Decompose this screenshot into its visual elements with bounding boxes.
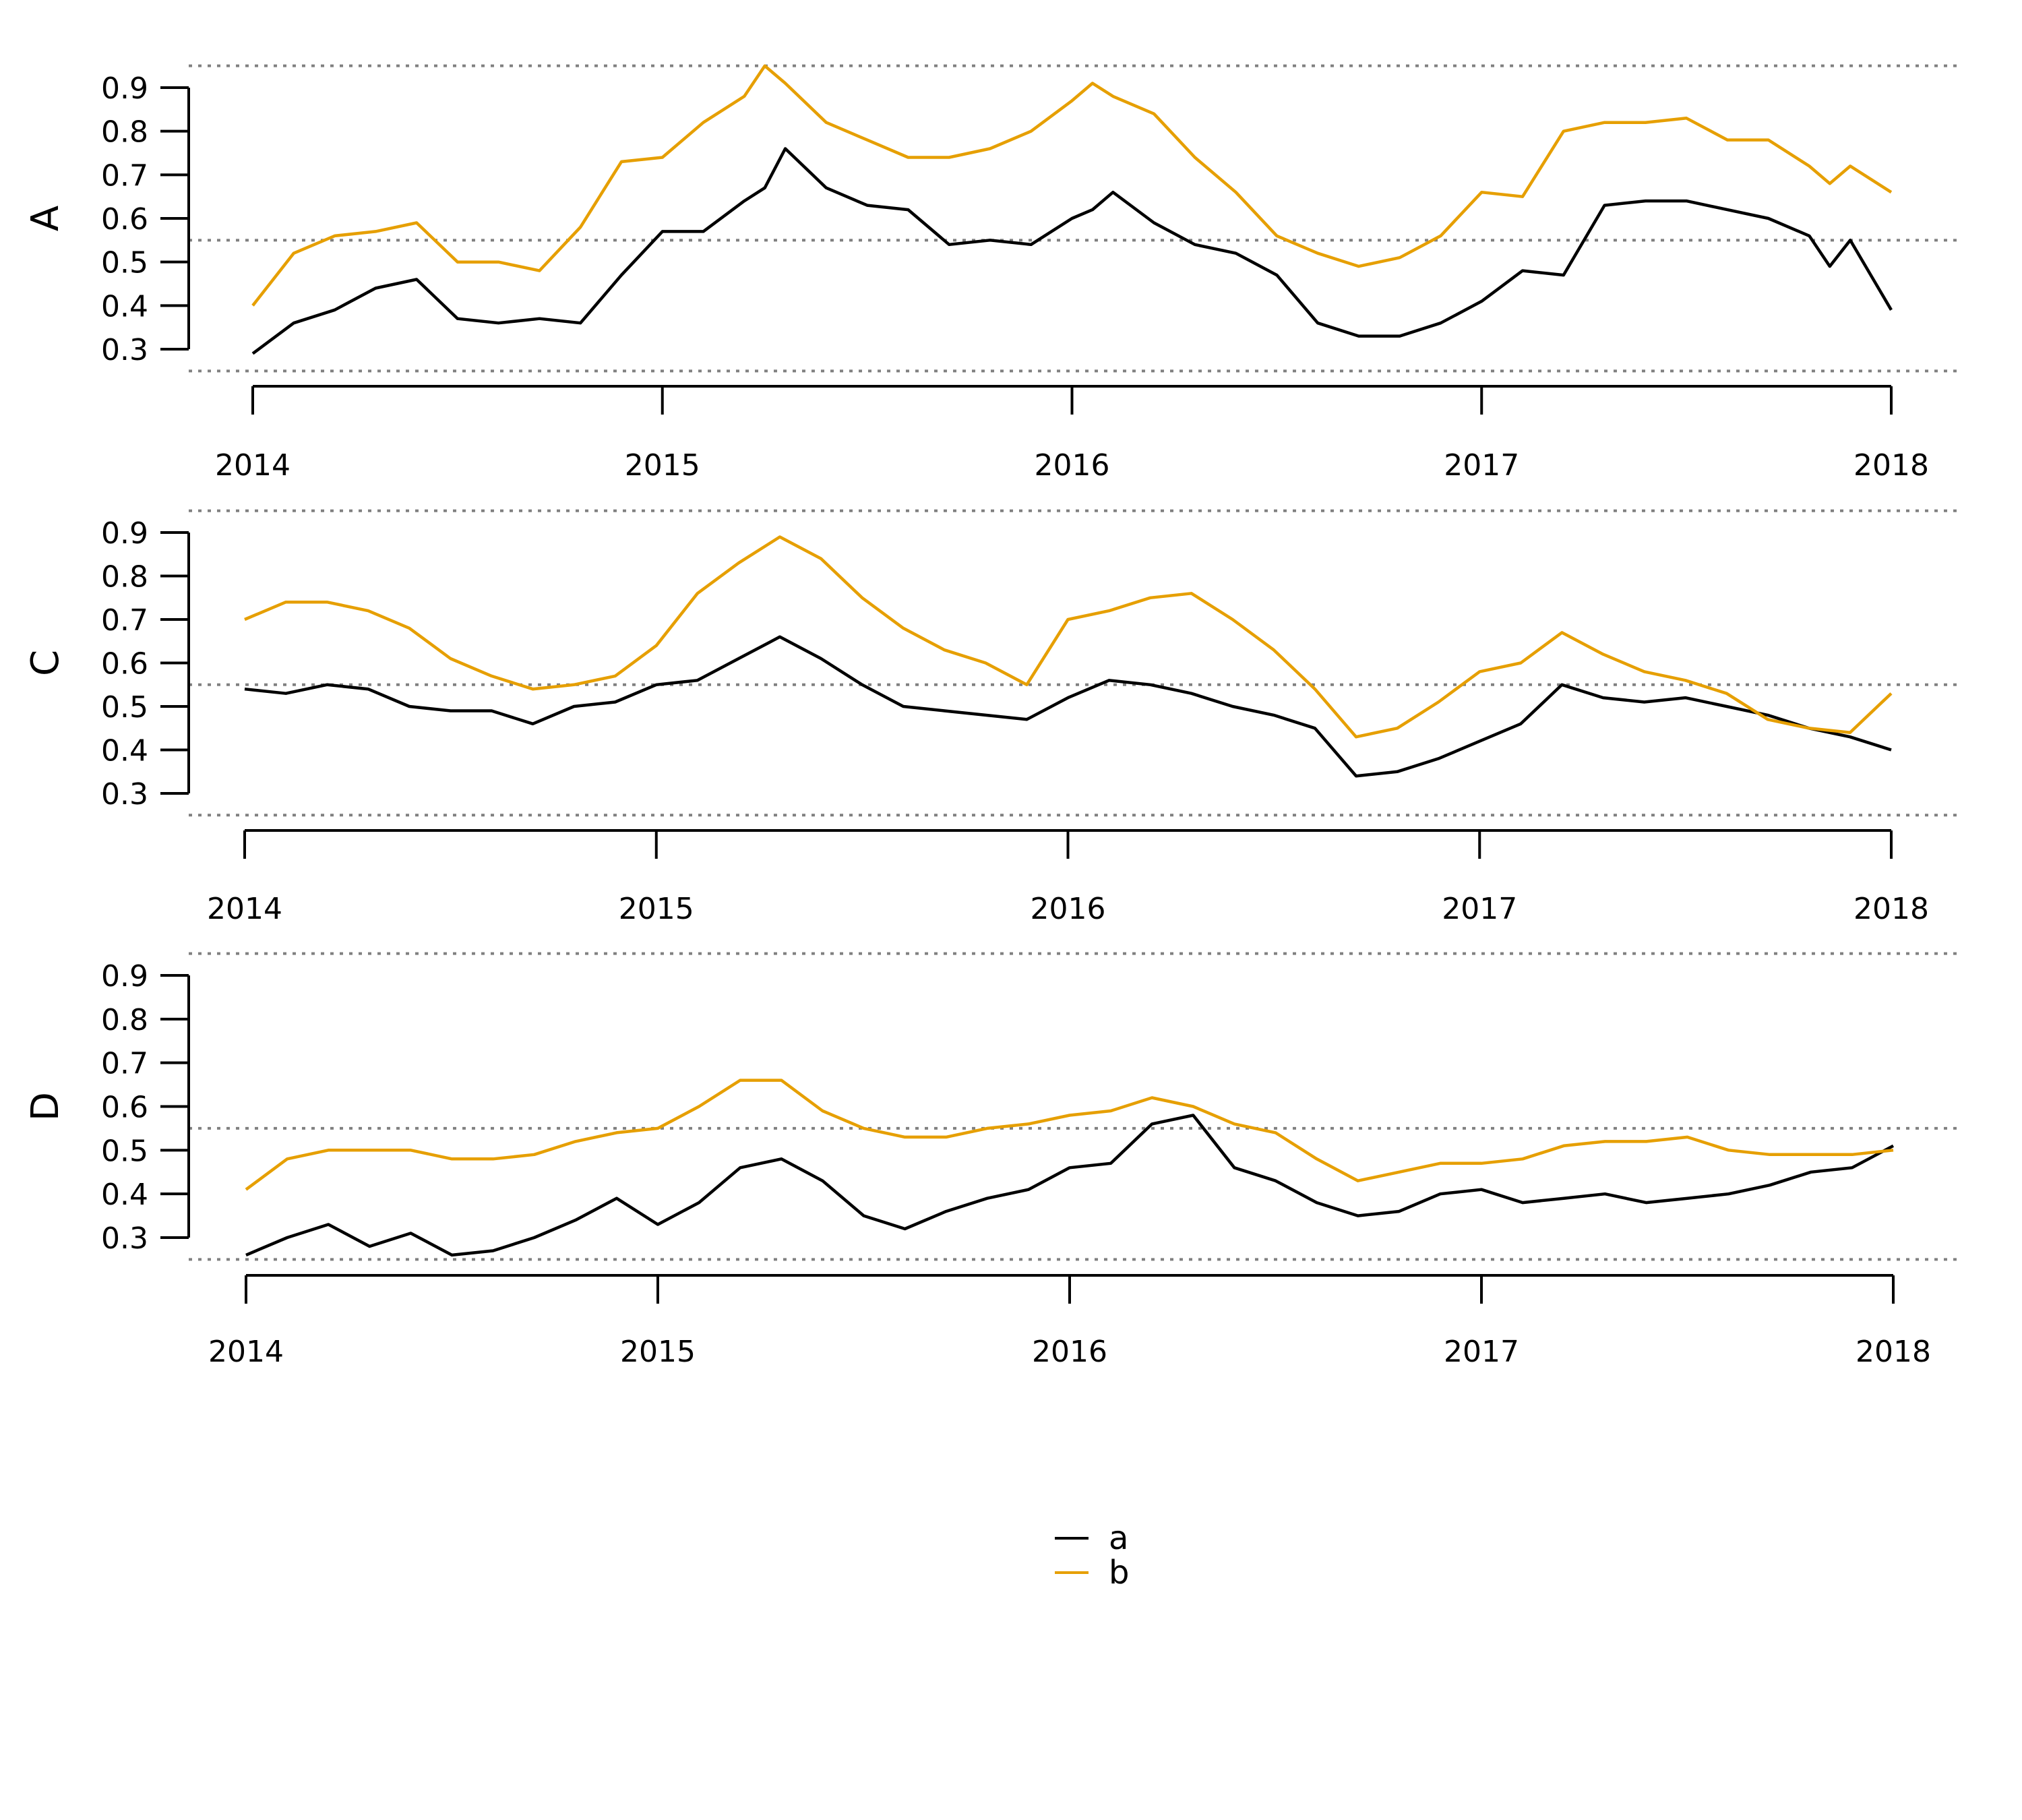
- y-axis-title: A: [24, 206, 67, 231]
- y-tick-label: 0.3: [101, 777, 148, 812]
- x-tick-label: 2014: [207, 892, 282, 926]
- x-tick-label: 2014: [208, 1335, 284, 1369]
- x-tick-label: 2015: [620, 1335, 696, 1369]
- y-tick-label: 0.3: [101, 1221, 148, 1256]
- y-tick-label: 0.6: [101, 1091, 148, 1125]
- x-tick-label: 2018: [1856, 1335, 1931, 1369]
- series-line-a: [245, 1114, 1895, 1257]
- y-tick-label: 0.7: [101, 603, 148, 638]
- panel-d: 0.3 0.4 0.5 0.6 0.7 0.8 0.9 D 2014 2015 2016 2017 20…: [24, 952, 1958, 1369]
- y-tick-label: 0.7: [101, 1047, 148, 1081]
- y-tick-label: 0.4: [101, 734, 148, 768]
- x-tick-label: 2016: [1035, 448, 1110, 483]
- x-tick-label: 2015: [619, 892, 694, 926]
- y-axis-title: D: [24, 1092, 67, 1121]
- series-line-a: [251, 147, 1893, 355]
- panels: 0.3 0.4 0.5 0.6 0.7 0.8 0.9 A 2014 2015 2016 2017 20…: [24, 64, 1958, 1369]
- series-line-b: [245, 1079, 1894, 1191]
- y-tick-label: 0.6: [101, 202, 148, 237]
- y-tick-label: 0.5: [101, 1134, 148, 1168]
- y-tick-label: 0.4: [101, 289, 148, 324]
- y-tick-label: 0.6: [101, 647, 148, 681]
- legend-label-b: b: [1109, 1554, 1129, 1591]
- x-tick-label: 2018: [1854, 448, 1929, 483]
- y-tick-label: 0.9: [101, 516, 148, 551]
- y-tick-label: 0.9: [101, 71, 148, 106]
- y-tick-label: 0.7: [101, 158, 148, 193]
- legend: a b: [1055, 1519, 1129, 1591]
- y-tick-label: 0.9: [101, 959, 148, 994]
- legend-label-a: a: [1109, 1519, 1128, 1557]
- x-tick-label: 2017: [1444, 448, 1519, 483]
- y-tick-label: 0.5: [101, 690, 148, 725]
- series-line-a: [244, 635, 1892, 778]
- x-tick-label: 2016: [1032, 1335, 1107, 1369]
- y-tick-label: 0.8: [101, 560, 148, 595]
- x-tick-label: 2017: [1444, 1335, 1519, 1369]
- y-tick-label: 0.8: [101, 1003, 148, 1037]
- panel-a: 0.3 0.4 0.5 0.6 0.7 0.8 0.9 A 2014 2015 2016 2017 20…: [24, 64, 1958, 483]
- x-tick-label: 2017: [1442, 892, 1517, 926]
- y-tick-label: 0.3: [101, 333, 148, 367]
- panel-c: 0.3 0.4 0.5 0.6 0.7 0.8 0.9 C 2014 2015 2016 2017 20…: [24, 509, 1958, 926]
- x-tick-label: 2018: [1854, 892, 1929, 926]
- x-tick-label: 2015: [625, 448, 700, 483]
- x-tick-label: 2016: [1031, 892, 1106, 926]
- series-line-b: [244, 535, 1893, 739]
- y-tick-label: 0.5: [101, 246, 148, 280]
- x-tick-label: 2014: [215, 448, 290, 483]
- y-axis-title: C: [24, 650, 67, 676]
- y-tick-label: 0.4: [101, 1178, 148, 1212]
- y-tick-label: 0.8: [101, 115, 148, 150]
- series-line-b: [251, 64, 1893, 307]
